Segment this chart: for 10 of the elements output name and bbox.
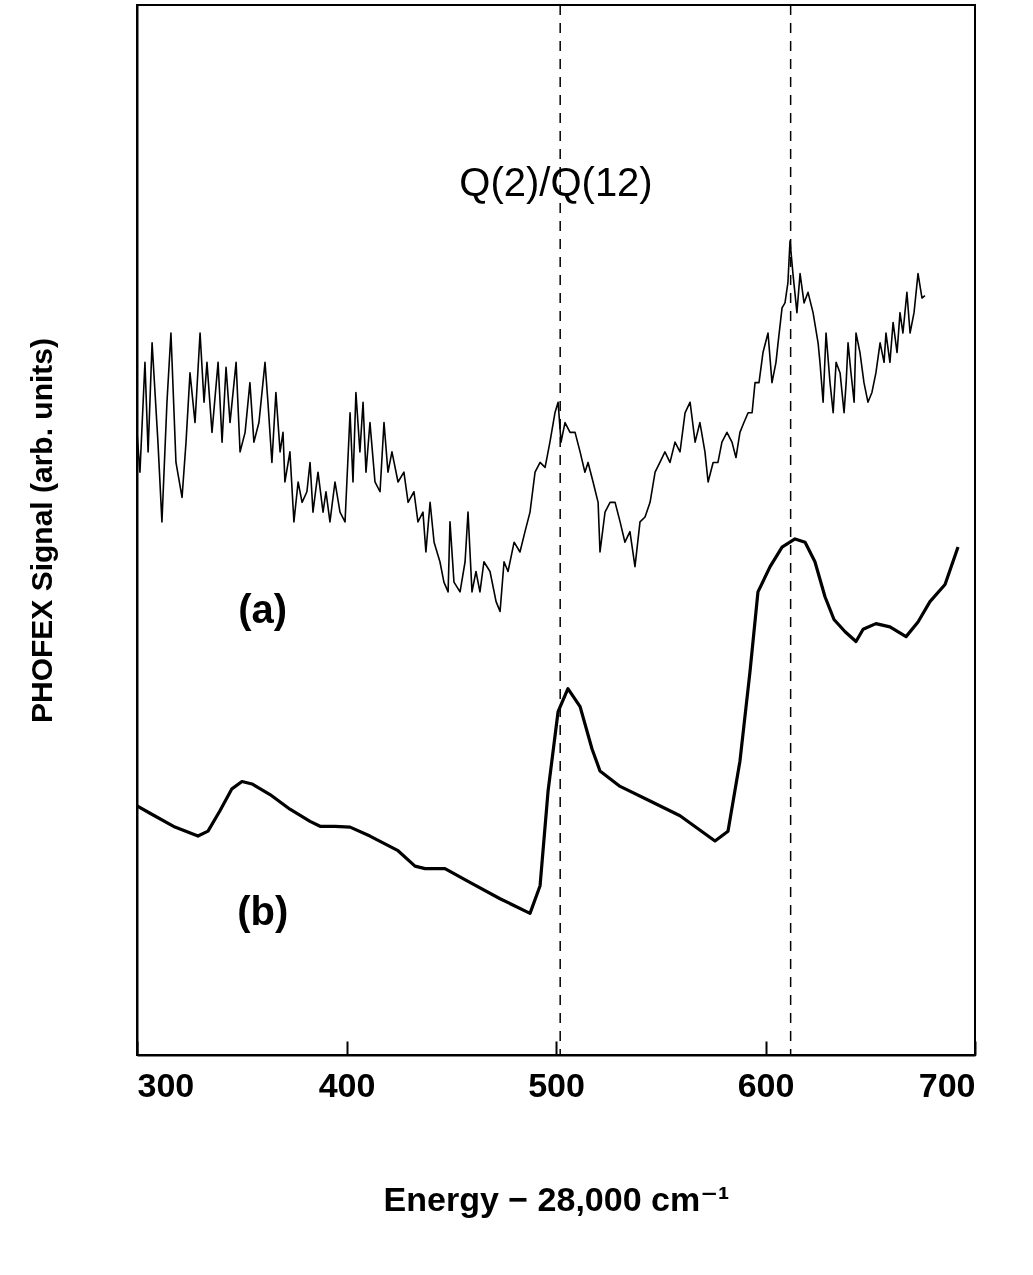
x-tick-label: 700	[918, 1065, 976, 1104]
x-tick-label: 300	[137, 1065, 195, 1104]
y-axis-title: PHOFEX Signal (arb. units)	[24, 337, 58, 724]
x-tick-label: 500	[528, 1065, 585, 1104]
x-tick-label: 600	[737, 1065, 795, 1104]
chart-title: Q(2)/Q(12)	[459, 160, 653, 205]
x-tick-label: 400	[318, 1065, 376, 1104]
series-label: (b)	[237, 889, 289, 934]
x-axis-title: Energy − 28,000 cm⁻¹	[383, 1179, 730, 1218]
series-label: (a)	[238, 587, 288, 632]
